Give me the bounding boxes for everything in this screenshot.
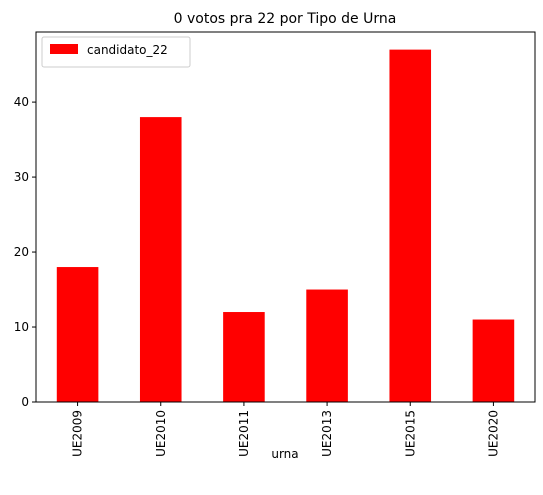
y-tick-label: 30	[14, 170, 29, 184]
legend-box	[41, 36, 191, 68]
legend-swatch	[50, 44, 78, 54]
legend-label: candidato_22	[87, 43, 168, 57]
y-axis: 0 10 20 30 40	[14, 95, 36, 409]
x-tick-label: UE2009	[71, 410, 85, 457]
bar-UE2013	[306, 289, 348, 402]
y-tick-label: 0	[21, 395, 29, 409]
bar-UE2010	[139, 117, 182, 402]
x-axis: UE2009 UE2010 UE2011 UE2013 UE2015 UE2020	[71, 402, 500, 457]
bar-UE2015	[389, 49, 432, 403]
legend: candidato_22	[41, 36, 191, 68]
x-tick-label: UE2010	[154, 410, 168, 457]
axes-frame	[35, 31, 536, 403]
x-tick-label: UE2015	[403, 410, 417, 457]
chart-title: 0 votos pra 22 por Tipo de Urna	[174, 11, 397, 27]
bar-UE2011	[223, 312, 265, 402]
x-tick-label: UE2013	[320, 410, 334, 457]
bar-UE2009	[56, 267, 99, 402]
plot-area	[56, 49, 515, 403]
x-tick-label: UE2020	[486, 410, 500, 457]
bar-UE2020	[472, 319, 515, 402]
x-axis-label: urna	[271, 447, 298, 461]
y-tick-label: 20	[14, 245, 29, 259]
y-tick-label: 10	[14, 320, 29, 334]
y-tick-label: 40	[14, 95, 29, 109]
x-tick-label: UE2011	[237, 410, 251, 457]
